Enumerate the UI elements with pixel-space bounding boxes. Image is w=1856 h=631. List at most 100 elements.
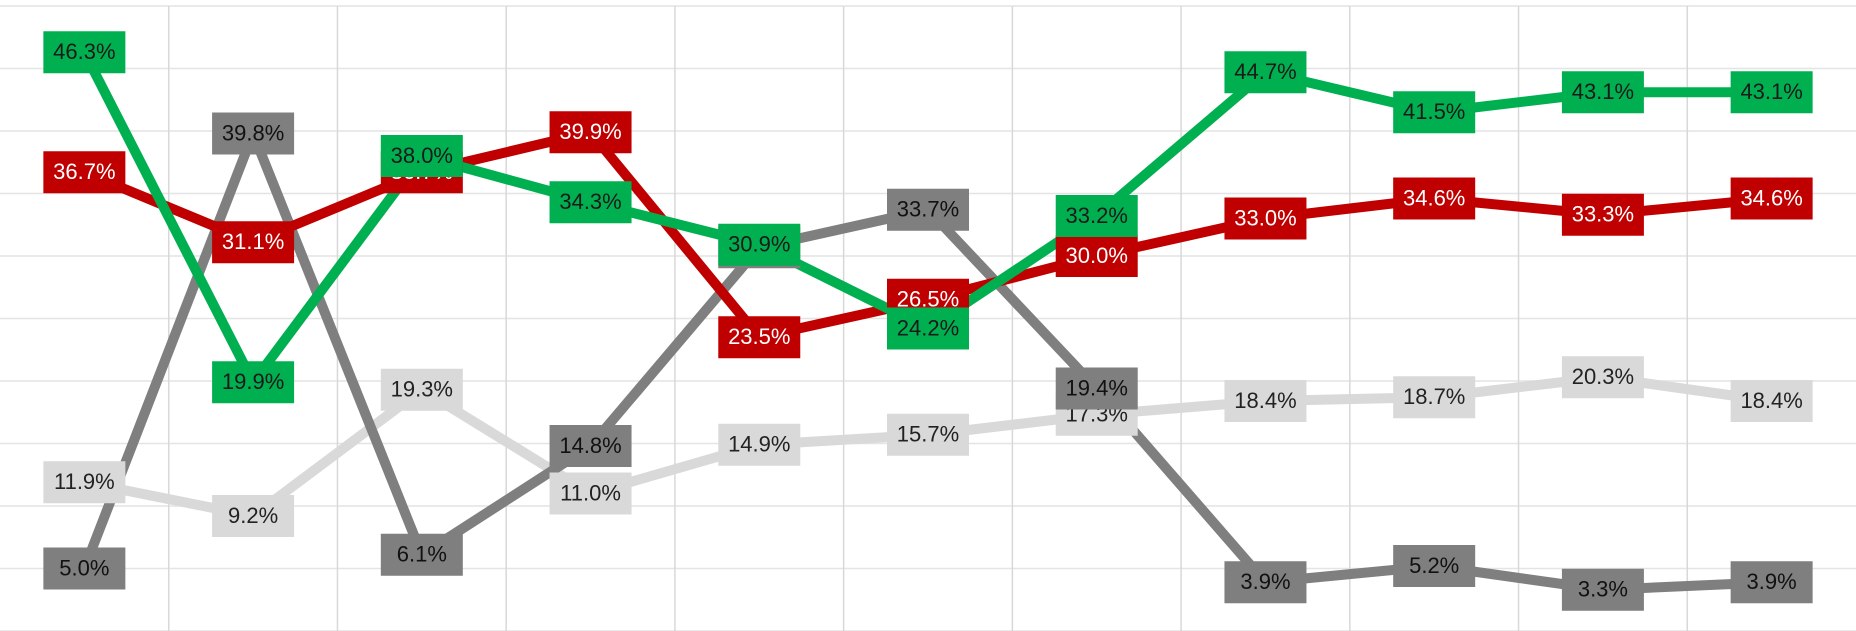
data-label-box <box>1393 376 1476 419</box>
data-label: 19.4% <box>1055 367 1138 410</box>
data-label: 44.7% <box>1224 51 1307 94</box>
data-label-box <box>718 423 801 466</box>
data-label-text: 38.0% <box>391 143 453 168</box>
data-label: 6.1% <box>380 533 463 576</box>
data-label-text: 33.0% <box>1234 205 1296 230</box>
data-label: 43.1% <box>1561 71 1644 114</box>
data-label-text: 44.7% <box>1234 59 1296 84</box>
data-label-box <box>43 31 126 74</box>
data-label: 39.9% <box>549 111 632 154</box>
data-label-box <box>212 361 295 404</box>
data-label-box <box>212 495 295 537</box>
data-label-text: 11.0% <box>560 480 621 505</box>
data-label-text: 30.0% <box>1066 243 1128 268</box>
data-label: 43.1% <box>1730 71 1813 114</box>
data-label-box <box>1730 561 1813 604</box>
data-label-text: 19.9% <box>222 369 284 394</box>
data-label-text: 5.2% <box>1409 553 1459 578</box>
data-label: 33.7% <box>887 188 969 231</box>
data-label-box <box>1224 380 1307 422</box>
data-label-box <box>549 472 632 515</box>
data-label-text: 41.5% <box>1403 99 1465 124</box>
data-label-box <box>1730 71 1813 114</box>
data-label-box <box>549 181 632 224</box>
data-label: 41.5% <box>1393 91 1476 134</box>
data-label-box <box>380 533 463 576</box>
data-label: 9.2% <box>212 495 295 537</box>
data-label: 33.3% <box>1561 193 1644 236</box>
data-label-text: 18.7% <box>1403 384 1465 409</box>
data-label: 18.4% <box>1224 380 1307 422</box>
data-label-text: 9.2% <box>228 503 278 528</box>
data-label-text: 34.6% <box>1403 185 1465 210</box>
data-label-text: 5.0% <box>59 555 109 580</box>
data-label-box <box>1561 71 1644 114</box>
data-label-text: 11.9% <box>54 469 115 494</box>
data-label: 3.9% <box>1224 561 1307 604</box>
data-label-text: 26.5% <box>897 287 959 312</box>
data-label: 5.0% <box>43 547 126 590</box>
data-label-text: 43.1% <box>1572 79 1634 104</box>
data-label-box <box>1224 51 1307 94</box>
data-label-text: 18.4% <box>1234 388 1296 413</box>
data-label: 15.7% <box>887 413 969 456</box>
data-label-text: 36.7% <box>53 159 115 184</box>
data-label: 46.3% <box>43 31 126 74</box>
data-label-text: 19.4% <box>1066 375 1128 400</box>
data-label-box <box>718 223 801 266</box>
data-label-text: 6.1% <box>397 542 447 567</box>
data-label: 38.0% <box>380 135 463 177</box>
data-label-box <box>212 112 295 155</box>
data-label-text: 3.9% <box>1240 569 1290 594</box>
data-label-box <box>43 547 126 590</box>
data-label-box <box>1393 177 1476 220</box>
data-label-text: 14.8% <box>559 433 621 458</box>
data-label-text: 23.5% <box>728 324 790 349</box>
data-label-text: 15.7% <box>897 422 959 447</box>
data-label: 3.9% <box>1730 561 1813 604</box>
data-label: 33.0% <box>1224 197 1307 240</box>
data-label-text: 39.8% <box>222 120 284 145</box>
data-label-box <box>549 425 632 467</box>
data-label-text: 31.1% <box>222 229 284 254</box>
data-label-box <box>1393 91 1476 134</box>
data-label: 39.8% <box>212 112 295 155</box>
data-label-box <box>212 221 295 264</box>
data-label-text: 33.2% <box>1066 203 1128 228</box>
data-label: 20.3% <box>1561 356 1644 399</box>
data-label-text: 33.3% <box>1572 202 1634 227</box>
data-label: 31.1% <box>212 221 295 264</box>
data-label: 34.6% <box>1393 177 1476 220</box>
data-label: 14.9% <box>718 423 801 466</box>
data-label: 11.0% <box>549 472 632 515</box>
data-label: 19.3% <box>380 368 463 411</box>
data-label: 23.5% <box>718 316 801 359</box>
data-label-text: 3.3% <box>1578 577 1628 602</box>
data-label-text: 20.3% <box>1572 364 1634 389</box>
data-label-text: 46.3% <box>53 39 115 64</box>
data-label-box <box>1561 356 1644 399</box>
data-label: 30.9% <box>718 223 801 266</box>
data-label-text: 3.9% <box>1747 569 1797 594</box>
data-label-box <box>380 135 463 177</box>
data-label: 34.3% <box>549 181 632 224</box>
data-label: 3.3% <box>1561 568 1644 611</box>
data-label-text: 34.6% <box>1740 185 1802 210</box>
data-label-text: 34.3% <box>559 189 621 214</box>
data-label-box <box>549 111 632 154</box>
data-label-text: 33.7% <box>897 197 959 222</box>
data-label-box <box>1730 380 1813 422</box>
data-label-text: 43.1% <box>1740 79 1802 104</box>
data-label-box <box>1393 545 1476 587</box>
data-label-box <box>1561 568 1644 611</box>
data-label-box <box>887 413 969 456</box>
data-label-text: 24.2% <box>897 315 959 340</box>
data-label-box <box>1224 197 1307 240</box>
data-label: 14.8% <box>549 425 632 467</box>
data-label: 11.9% <box>43 461 126 504</box>
data-label: 30.0% <box>1055 235 1138 277</box>
data-label: 36.7% <box>43 151 126 194</box>
data-label-text: 18.4% <box>1740 388 1802 413</box>
data-label: 18.7% <box>1393 376 1476 419</box>
